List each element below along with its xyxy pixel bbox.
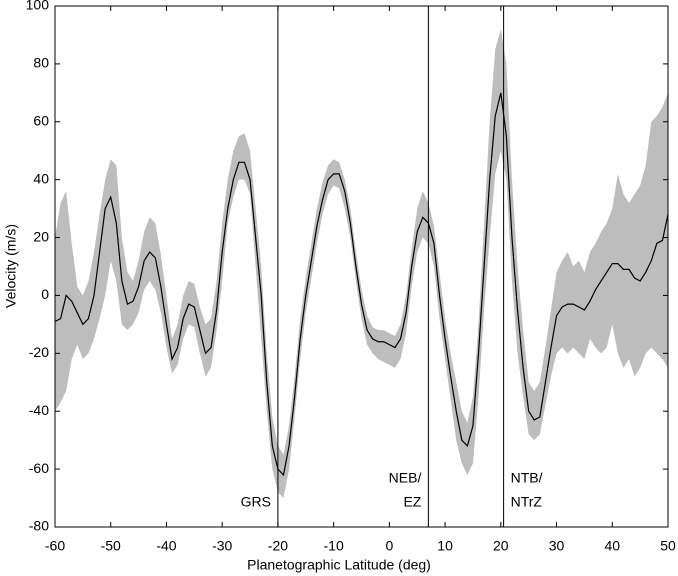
x-tick-label: 40 — [604, 538, 620, 554]
x-tick-label: 30 — [549, 538, 565, 554]
band — [55, 29, 668, 499]
region-label: NTrZ — [511, 494, 543, 510]
x-tick-label: -40 — [156, 538, 176, 554]
x-tick-label: 50 — [660, 538, 676, 554]
y-tick-label: -40 — [29, 402, 49, 418]
region-label: NEB/ — [389, 470, 422, 486]
x-tick-label: -50 — [101, 538, 121, 554]
region-label: EZ — [403, 494, 421, 510]
y-tick-label: 40 — [33, 170, 49, 186]
y-tick-label: 20 — [33, 228, 49, 244]
y-tick-label: 60 — [33, 112, 49, 128]
x-tick-label: -30 — [212, 538, 232, 554]
x-tick-label: 0 — [385, 538, 393, 554]
y-tick-label: -80 — [29, 518, 49, 534]
y-tick-label: 80 — [33, 55, 49, 71]
y-tick-label: 100 — [26, 0, 50, 13]
y-tick-label: -60 — [29, 460, 49, 476]
y-tick-label: -20 — [29, 344, 49, 360]
x-tick-label: -20 — [268, 538, 288, 554]
x-tick-label: 10 — [437, 538, 453, 554]
y-tick-label: 0 — [41, 286, 49, 302]
x-tick-label: 20 — [493, 538, 509, 554]
region-label: GRS — [241, 494, 271, 510]
x-tick-label: -10 — [324, 538, 344, 554]
region-label: NTB/ — [511, 470, 543, 486]
y-axis-label: Velocity (m/s) — [3, 224, 19, 308]
line — [54, 92, 669, 477]
x-axis-label: Planetographic Latitude (deg) — [247, 557, 431, 573]
x-tick-label: -60 — [45, 538, 65, 554]
plot-frame — [54, 5, 669, 528]
